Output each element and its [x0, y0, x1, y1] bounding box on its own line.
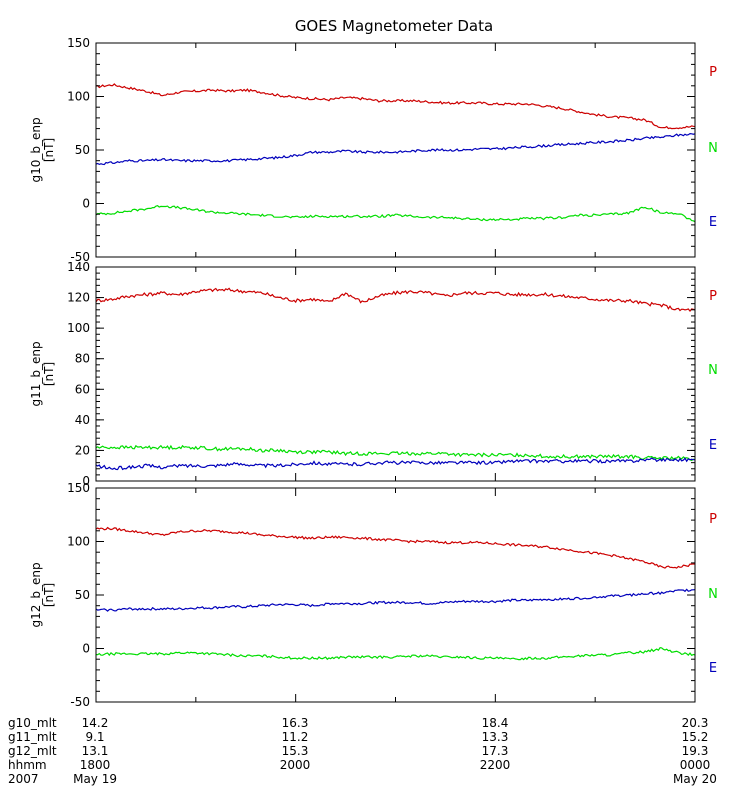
series-line-g12-E	[96, 588, 695, 612]
footer-value: 16.3	[282, 716, 309, 730]
y-tick-label: 140	[67, 260, 90, 274]
component-label-P: P	[709, 65, 717, 80]
y-tick-label: 0	[82, 642, 90, 656]
y-tick-label: 0	[82, 197, 90, 211]
component-label-N: N	[708, 587, 718, 602]
series-line-g12-N	[96, 647, 695, 661]
y-tick-label: 40	[75, 413, 90, 427]
footer-value: 15.2	[682, 730, 709, 744]
component-label-E: E	[709, 438, 717, 453]
footer-row-label: hhmm	[8, 758, 47, 772]
footer-value: May 19	[73, 772, 117, 786]
series-line-g10-E	[96, 132, 695, 166]
panel-frame	[95, 487, 696, 703]
y-tick-label: 100	[67, 321, 90, 335]
y-axis-label: g12_b_enp	[29, 562, 43, 627]
panel-g10: -50 0 50 100 150 g10_b_enp [nT] P N E	[29, 36, 718, 264]
footer-value: 2000	[280, 758, 311, 772]
footer-value: 13.1	[82, 744, 109, 758]
y-tick-label: 0	[82, 474, 90, 488]
y-tick-label: 150	[67, 481, 90, 495]
y-tick-label: 100	[67, 90, 90, 104]
footer-value: 1800	[80, 758, 111, 772]
y-tick-label: 120	[67, 291, 90, 305]
panel-frame	[95, 42, 696, 258]
y-axis-unit: [nT]	[42, 583, 56, 607]
component-label-N: N	[708, 141, 718, 156]
y-axis-unit: [nT]	[42, 362, 56, 386]
component-label-E: E	[709, 661, 717, 676]
footer-value: 18.4	[482, 716, 509, 730]
y-tick-label: 60	[75, 382, 90, 396]
y-tick-label: 80	[75, 352, 90, 366]
y-tick-label: 100	[67, 535, 90, 549]
footer-row-label: g12_mlt	[8, 744, 57, 758]
footer-value: May 20	[673, 772, 717, 786]
footer-value: 14.2	[82, 716, 109, 730]
footer-row-label: 2007	[8, 772, 39, 786]
footer-value: 0000	[680, 758, 711, 772]
y-tick-label: 150	[67, 36, 90, 50]
series-line-g10-P	[96, 83, 695, 130]
series-line-g11-E	[96, 457, 695, 471]
y-tick-label: 50	[75, 143, 90, 157]
component-label-P: P	[709, 289, 717, 304]
footer-value: 11.2	[282, 730, 309, 744]
y-tick-label: 20	[75, 443, 90, 457]
footer-value: 20.3	[682, 716, 709, 730]
component-label-E: E	[709, 215, 717, 230]
series-line-g10-N	[96, 205, 695, 223]
series-line-g12-P	[96, 526, 695, 569]
footer-value: 15.3	[282, 744, 309, 758]
chart-footer: g10_mlt 14.2 16.3 18.4 20.3 g11_mlt 9.1 11.2 13.…	[8, 716, 717, 786]
footer-value: 17.3	[482, 744, 509, 758]
y-axis-label: g11_b_enp	[29, 341, 43, 406]
y-axis-unit: [nT]	[42, 138, 56, 162]
footer-row-label: g10_mlt	[8, 716, 57, 730]
panel-frame	[95, 266, 696, 482]
y-tick-label: -50	[70, 250, 90, 264]
component-label-P: P	[709, 512, 717, 527]
footer-value: 13.3	[482, 730, 509, 744]
series-line-g11-N	[96, 444, 695, 462]
series-line-g11-P	[96, 287, 695, 312]
footer-value: 2200	[480, 758, 511, 772]
component-label-N: N	[708, 363, 718, 378]
panel-g11: 0 20 40 60 80 100 120 140 g11_b_enp [nT] P N E	[29, 260, 718, 488]
y-tick-label: -50	[70, 695, 90, 709]
y-axis-label: g10_b_enp	[29, 117, 43, 182]
panel-g12: -50 0 50 100 150 g12_b_enp [nT] P N E	[29, 481, 718, 709]
footer-value: 9.1	[85, 730, 104, 744]
footer-value: 19.3	[682, 744, 709, 758]
y-tick-label: 50	[75, 588, 90, 602]
chart-title: GOES Magnetometer Data	[295, 17, 493, 35]
footer-row-label: g11_mlt	[8, 730, 57, 744]
